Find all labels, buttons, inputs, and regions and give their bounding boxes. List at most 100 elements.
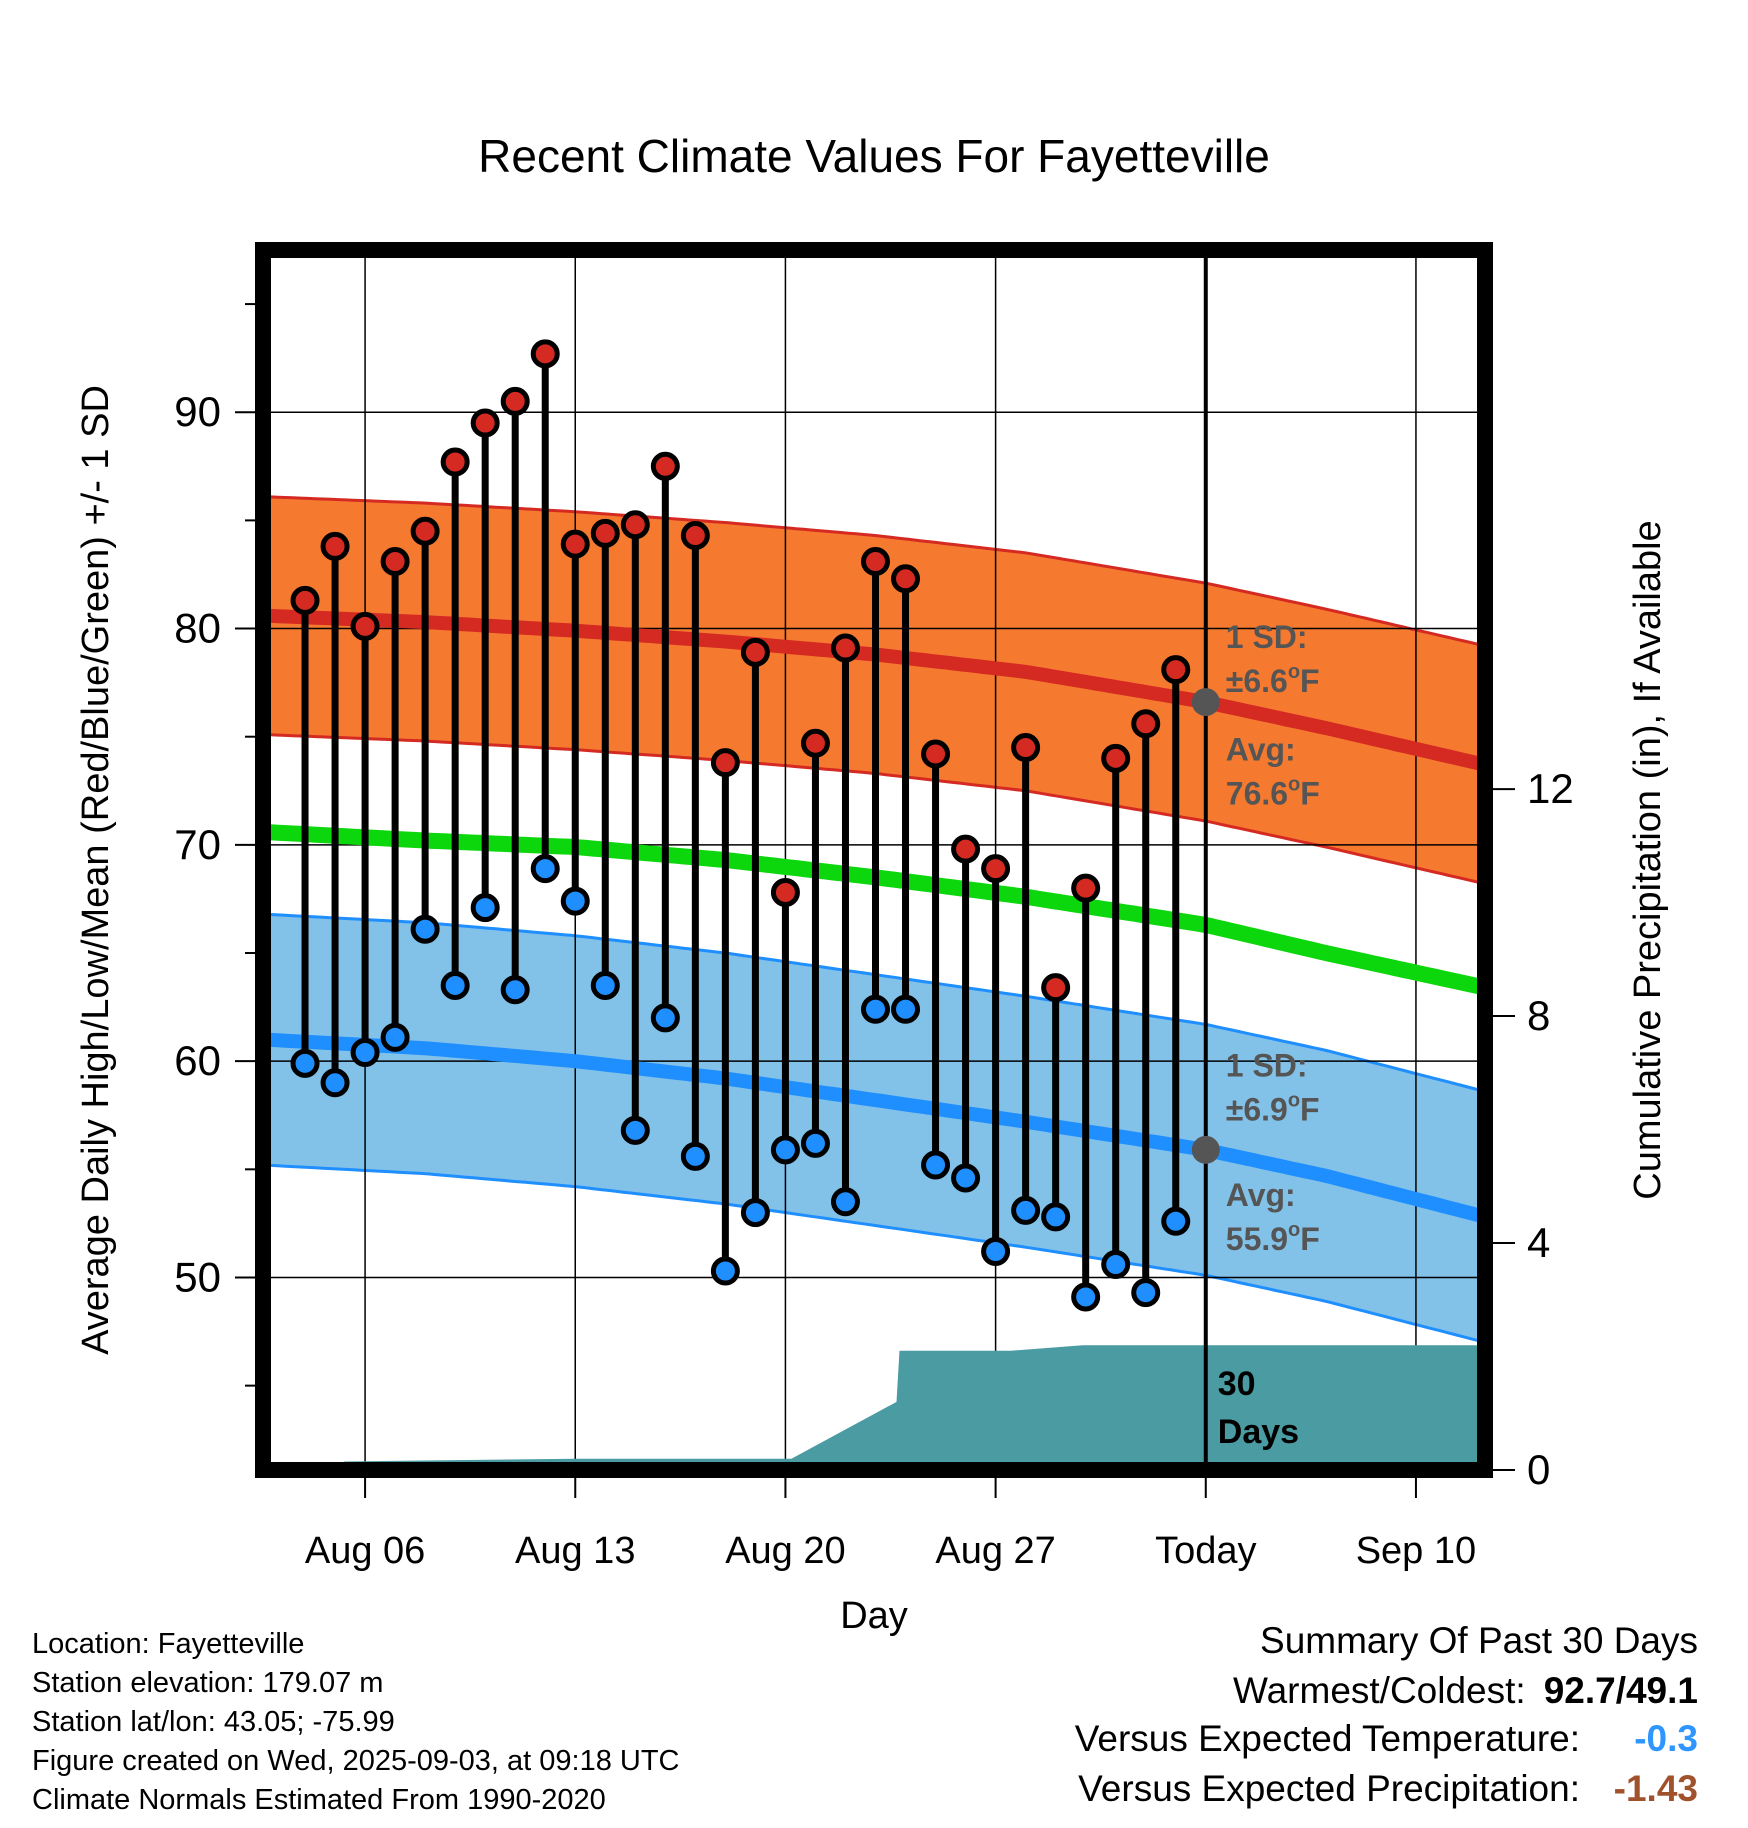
latlon-line: Station lat/lon: 43.05; -75.99 bbox=[32, 1706, 395, 1738]
daily-high-point bbox=[320, 531, 350, 561]
mean-normal-line bbox=[263, 823, 1481, 995]
daily-high-point bbox=[800, 728, 830, 758]
elevation-line: Station elevation: 179.07 m bbox=[32, 1667, 384, 1699]
daily-high-point bbox=[290, 585, 320, 615]
summary-precipitation: Versus Expected Precipitation: -1.43 bbox=[1078, 1768, 1698, 1810]
daily-low-point bbox=[1041, 1202, 1071, 1232]
y2-axis-label: Cumulative Precipitation (in), If Availa… bbox=[1627, 520, 1669, 1199]
y-tick-label: 70 bbox=[174, 821, 221, 868]
high-band-lower-edge bbox=[263, 733, 1480, 884]
high-band-upper-edge bbox=[263, 495, 1480, 646]
daily-low-point bbox=[680, 1141, 710, 1171]
daily-low-point bbox=[770, 1135, 800, 1165]
daily-low-point bbox=[1131, 1278, 1161, 1308]
low-band-lower-edge bbox=[263, 1163, 1480, 1343]
low-normal-line bbox=[263, 1032, 1481, 1223]
y2-tick-label: 12 bbox=[1527, 765, 1574, 812]
y-axis-label: Average Daily High/Low/Mean (Red/Blue/Gr… bbox=[75, 385, 117, 1355]
daily-high-point bbox=[830, 633, 860, 663]
daily-low-point bbox=[951, 1163, 981, 1193]
normals-line: Climate Normals Estimated From 1990-2020 bbox=[32, 1784, 606, 1816]
low-avg-value: 55.9oF bbox=[1226, 1219, 1320, 1257]
temperature-value: -0.3 bbox=[1634, 1718, 1698, 1759]
daily-high-point bbox=[650, 451, 680, 481]
today-low-normal-marker bbox=[1191, 1135, 1220, 1164]
daily-low-point bbox=[380, 1022, 410, 1052]
warmest-coldest-value: 92.7/49.1 bbox=[1543, 1670, 1698, 1711]
temperature-label: Versus Expected Temperature: bbox=[1074, 1718, 1580, 1759]
x-tick-label: Aug 27 bbox=[935, 1530, 1055, 1572]
daily-high-point bbox=[1071, 873, 1101, 903]
y2-tick-label: 0 bbox=[1527, 1446, 1550, 1493]
daily-low-point bbox=[710, 1256, 740, 1286]
daily-high-point bbox=[891, 564, 921, 594]
y-tick-label: 50 bbox=[174, 1253, 221, 1300]
daily-high-point bbox=[1131, 709, 1161, 739]
daily-low-point bbox=[891, 994, 921, 1024]
daily-high-point bbox=[380, 546, 410, 576]
daily-low-point bbox=[861, 994, 891, 1024]
daily-high-point bbox=[981, 854, 1011, 884]
daily-high-point bbox=[921, 739, 951, 769]
daily-high-point bbox=[500, 386, 530, 416]
daily-low-point bbox=[530, 854, 560, 884]
daily-low-point bbox=[410, 914, 440, 944]
high-sd-value: ±6.6oF bbox=[1226, 661, 1320, 699]
precipitation-label: Versus Expected Precipitation: bbox=[1078, 1768, 1580, 1809]
x-tick-label: Aug 13 bbox=[515, 1530, 635, 1572]
daily-high-point bbox=[440, 447, 470, 477]
daily-low-point bbox=[620, 1115, 650, 1145]
y2-tick-label: 8 bbox=[1527, 992, 1550, 1039]
daily-low-point bbox=[921, 1150, 951, 1180]
low-sd-value: ±6.9oF bbox=[1226, 1089, 1320, 1127]
daily-high-point bbox=[620, 510, 650, 540]
daily-low-point bbox=[560, 886, 590, 916]
x-tick-label: Aug 06 bbox=[305, 1530, 425, 1572]
x-tick-label: Today bbox=[1155, 1530, 1256, 1572]
period-word-label: Days bbox=[1218, 1413, 1299, 1451]
daily-low-point bbox=[1101, 1250, 1131, 1280]
daily-high-point bbox=[1011, 733, 1041, 763]
summary-temperature: Versus Expected Temperature: -0.3 bbox=[1075, 1718, 1698, 1760]
daily-low-point bbox=[350, 1038, 380, 1068]
y2-tick-label: 4 bbox=[1527, 1219, 1550, 1266]
created-line: Figure created on Wed, 2025-09-03, at 09… bbox=[32, 1745, 680, 1777]
low-avg-label: Avg: bbox=[1226, 1177, 1296, 1213]
y-tick-label: 90 bbox=[174, 388, 221, 435]
daily-low-point bbox=[650, 1003, 680, 1033]
daily-high-point bbox=[410, 516, 440, 546]
y-tick-label: 80 bbox=[174, 605, 221, 652]
high-sd-label: 1 SD: bbox=[1226, 619, 1308, 655]
daily-low-point bbox=[740, 1198, 770, 1228]
daily-low-point bbox=[590, 970, 620, 1000]
summary-warmest-coldest: Warmest/Coldest: 92.7/49.1 bbox=[1233, 1670, 1698, 1712]
daily-low-point bbox=[1011, 1195, 1041, 1225]
daily-low-point bbox=[1071, 1282, 1101, 1312]
daily-low-point bbox=[1161, 1206, 1191, 1236]
x-axis-label: Day bbox=[840, 1595, 908, 1637]
today-high-normal-marker bbox=[1191, 688, 1220, 717]
low-sd-label: 1 SD: bbox=[1226, 1047, 1308, 1083]
summary-title: Summary Of Past 30 Days bbox=[1260, 1620, 1698, 1661]
daily-high-point bbox=[530, 339, 560, 369]
plot-frame bbox=[255, 242, 1493, 1478]
daily-high-point bbox=[951, 834, 981, 864]
daily-high-point bbox=[680, 521, 710, 551]
low-band-upper-edge bbox=[263, 912, 1480, 1092]
daily-low-point bbox=[440, 970, 470, 1000]
daily-high-point bbox=[1101, 743, 1131, 773]
daily-low-point bbox=[500, 975, 530, 1005]
daily-high-point bbox=[560, 529, 590, 559]
precip-area bbox=[344, 1345, 1485, 1470]
daily-high-point bbox=[590, 518, 620, 548]
daily-high-point bbox=[350, 611, 380, 641]
x-tick-label: Aug 20 bbox=[725, 1530, 845, 1572]
daily-high-point bbox=[1161, 655, 1191, 685]
chart-title: Recent Climate Values For Fayetteville bbox=[478, 130, 1270, 182]
precipitation-value: -1.43 bbox=[1613, 1768, 1698, 1809]
high-avg-label: Avg: bbox=[1226, 731, 1296, 767]
period-number-label: 30 bbox=[1218, 1365, 1256, 1403]
daily-low-point bbox=[981, 1237, 1011, 1267]
daily-low-point bbox=[290, 1048, 320, 1078]
